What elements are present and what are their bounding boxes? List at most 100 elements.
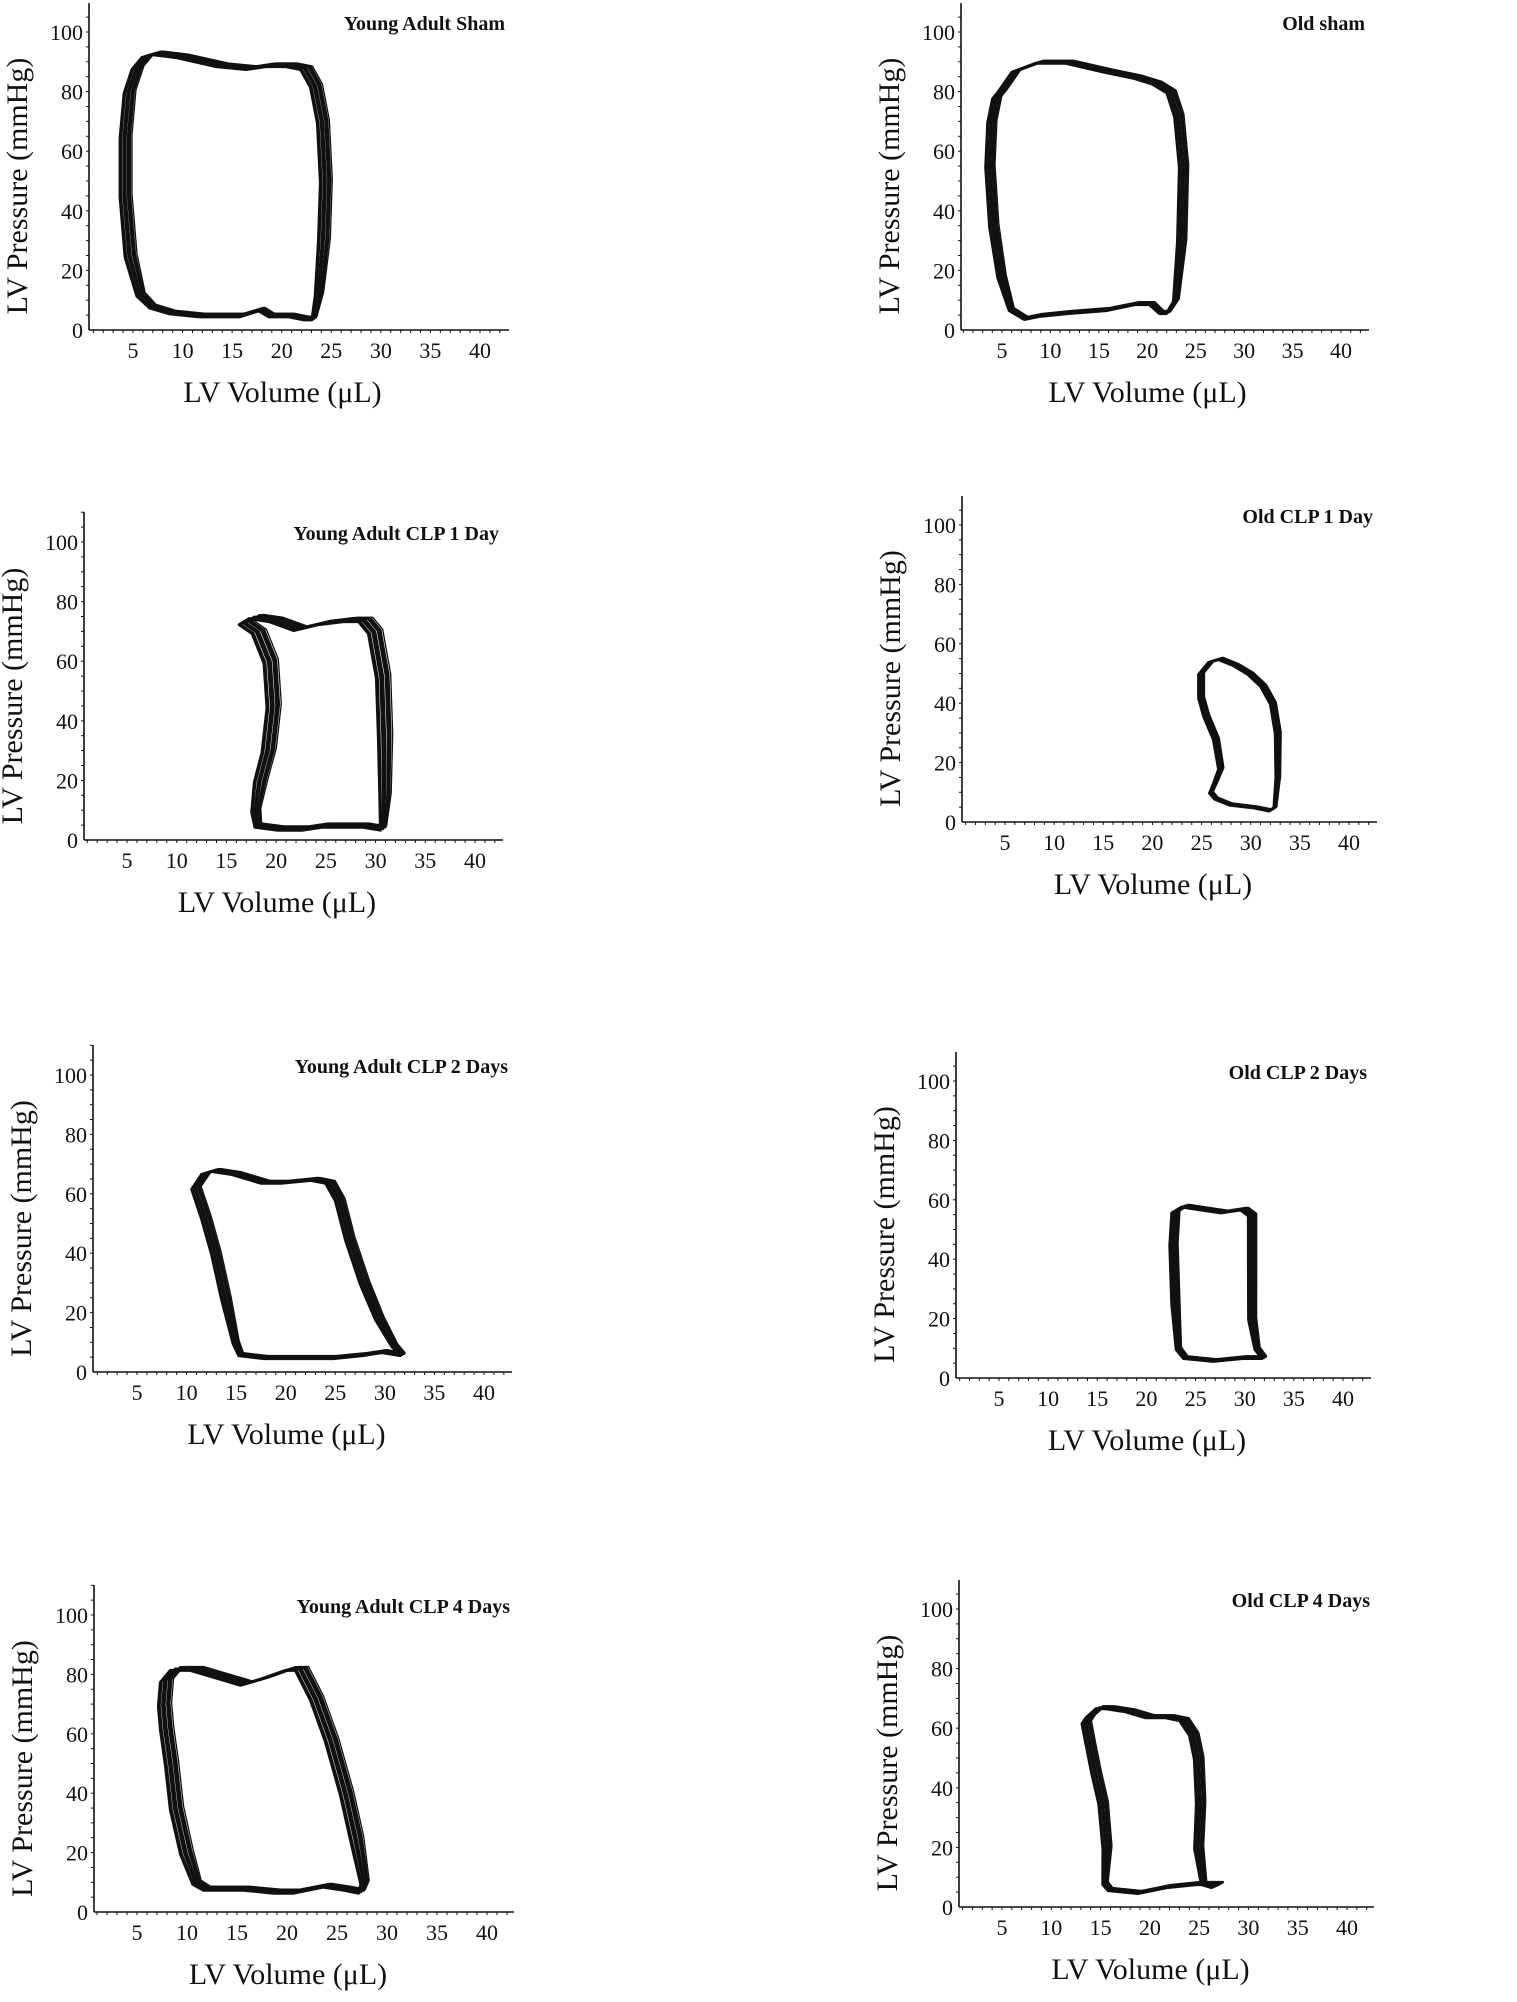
x-tick-label: 40 [469,338,491,363]
y-tick-label: 40 [61,199,83,224]
y-tick-label: 20 [934,751,956,776]
pv-loop-traces [156,1665,370,1895]
y-tick-label: 100 [54,1063,87,1088]
y-axis-title: LV Pressure (mmHg) [1,58,34,315]
y-tick-label: 100 [55,1603,88,1628]
x-tick-label: 5 [994,1386,1005,1411]
panel-title: Old CLP 2 Days [1229,1062,1368,1084]
x-tick-label: 10 [1043,830,1065,855]
x-axis-title: LV Volume (μL) [178,886,376,919]
y-tick-label: 100 [922,20,955,45]
x-tick-label: 5 [132,1920,143,1945]
x-tick-label: 20 [275,1380,297,1405]
panel-title: Old CLP 4 Days [1232,1590,1371,1612]
x-tick-label: 35 [423,1380,445,1405]
x-tick-label: 40 [1330,338,1352,363]
y-tick-label: 60 [933,139,955,164]
pv-loop-traces [118,50,333,322]
y-tick-label: 40 [56,709,78,734]
pv-loop-trace [1090,1705,1225,1892]
y-tick-label: 80 [61,80,83,105]
x-tick-label: 35 [1282,338,1304,363]
y-tick-label: 80 [928,1128,950,1153]
y-tick-label: 80 [933,80,955,105]
pv-loop-trace [170,1665,370,1890]
y-tick-label: 0 [77,1900,88,1925]
y-axis-title: LV Pressure (mmHg) [871,1635,904,1892]
pv-loop-traces [1197,656,1282,813]
pv-loop-trace [200,1167,406,1357]
y-tick-label: 60 [928,1188,950,1213]
y-axis-title: LV Pressure (mmHg) [874,550,907,807]
x-tick-label: 20 [265,848,287,873]
x-tick-label: 25 [315,848,337,873]
x-tick-label: 40 [1336,1915,1358,1940]
y-tick-label: 40 [928,1247,950,1272]
y-tick-label: 100 [45,530,78,555]
pv-loop-trace [994,59,1190,318]
x-axis-title: LV Volume (μL) [189,1958,387,1991]
x-axis-title: LV Volume (μL) [1048,1424,1246,1457]
x-tick-label: 30 [365,848,387,873]
y-axis-title: LV Pressure (mmHg) [6,1640,39,1897]
x-tick-label: 10 [176,1380,198,1405]
pv-loop-trace [1203,657,1282,810]
pv-loop-trace [1177,1203,1268,1360]
y-tick-label: 60 [934,632,956,657]
y-tick-label: 80 [934,572,956,597]
pv-loop-trace [131,50,333,317]
y-tick-label: 100 [920,1597,953,1622]
x-tick-label: 10 [1037,1386,1059,1411]
x-tick-label: 10 [1040,1915,1062,1940]
y-tick-label: 0 [67,828,78,853]
x-axis-title: LV Volume (μL) [1048,376,1246,409]
pv-loop-traces [190,1167,406,1361]
y-tick-label: 20 [56,768,78,793]
y-tick-label: 0 [944,318,955,343]
x-tick-label: 20 [271,338,293,363]
x-tick-label: 10 [172,338,194,363]
y-tick-label: 20 [65,1301,87,1326]
y-axis-title: LV Pressure (mmHg) [868,1106,901,1363]
y-tick-label: 60 [66,1722,88,1747]
y-tick-label: 40 [934,691,956,716]
x-tick-label: 35 [414,848,436,873]
y-axis-title: LV Pressure (mmHg) [0,568,29,825]
x-tick-label: 5 [997,338,1008,363]
y-axis-title: LV Pressure (mmHg) [873,58,906,315]
panel-title: Young Adult CLP 1 Day [293,523,499,545]
y-tick-label: 0 [72,318,83,343]
y-tick-label: 60 [931,1716,953,1741]
pv-loop-traces [237,613,394,832]
x-tick-label: 25 [1191,830,1213,855]
x-tick-label: 40 [473,1380,495,1405]
pv-loop-traces [1168,1203,1268,1363]
x-tick-label: 25 [1188,1915,1210,1940]
x-tick-label: 15 [1088,338,1110,363]
y-tick-label: 100 [923,513,956,538]
x-tick-label: 40 [1332,1386,1354,1411]
x-tick-label: 20 [1139,1915,1161,1940]
x-tick-label: 5 [122,848,133,873]
pv-loop-trace [193,1168,404,1359]
x-tick-label: 15 [1090,1915,1112,1940]
y-tick-label: 20 [931,1835,953,1860]
y-tick-label: 0 [76,1360,87,1385]
x-tick-label: 25 [1185,1386,1207,1411]
x-tick-label: 30 [376,1920,398,1945]
x-tick-label: 30 [1237,1915,1259,1940]
y-tick-label: 100 [917,1069,950,1094]
x-tick-label: 20 [1141,830,1163,855]
x-tick-label: 30 [1240,830,1262,855]
x-tick-label: 40 [1338,830,1360,855]
panel-title: Young Adult CLP 2 Days [295,1056,509,1078]
y-tick-label: 60 [56,649,78,674]
y-tick-label: 20 [61,258,83,283]
y-tick-label: 80 [66,1662,88,1687]
x-tick-label: 10 [1039,338,1061,363]
x-axis-title: LV Volume (μL) [1054,868,1252,901]
